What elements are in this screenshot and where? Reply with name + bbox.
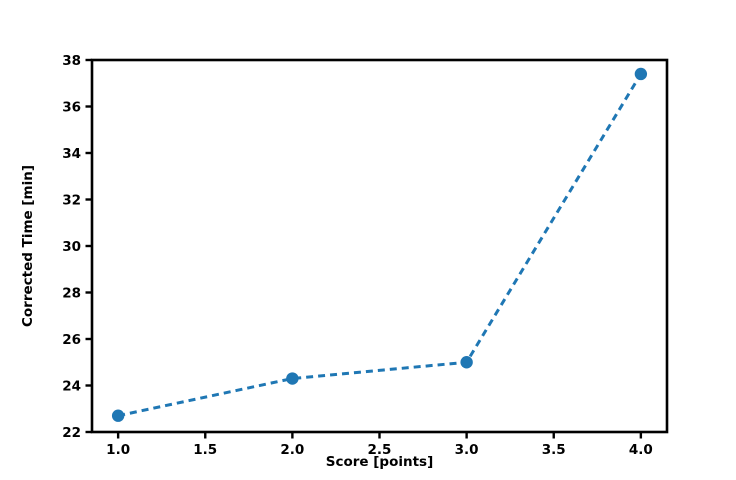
plot-area-background — [92, 60, 667, 432]
data-point-marker — [111, 409, 125, 422]
y-axis-ticks: 22 24 26 28 30 32 34 36 38 — [62, 53, 92, 441]
y-axis-label: Corrected Time [min] — [20, 165, 36, 327]
data-series-group — [111, 67, 648, 422]
data-point-marker — [286, 372, 299, 385]
x-tick-label: 3.5 — [542, 442, 566, 458]
data-point-marker — [634, 67, 648, 81]
x-tick-label: 4.0 — [629, 442, 653, 458]
x-tick-label: 2.0 — [280, 442, 304, 458]
x-axis-ticks: 1.0 1.5 2.0 2.5 3.0 3.5 4.0 — [106, 432, 653, 458]
x-tick-label: 1.0 — [106, 442, 130, 458]
y-tick-label: 32 — [62, 193, 81, 209]
y-tick-label: 28 — [62, 286, 81, 302]
y-tick-label: 34 — [62, 146, 81, 162]
y-tick-label: 22 — [62, 425, 81, 441]
series-line — [117, 73, 643, 418]
y-tick-label: 24 — [62, 379, 81, 395]
x-axis-label: Score [points] — [326, 454, 434, 470]
y-tick-label: 30 — [62, 239, 81, 255]
y-tick-label: 36 — [62, 100, 81, 116]
data-point-marker — [460, 356, 473, 369]
x-tick-label: 3.0 — [455, 442, 479, 458]
y-tick-label: 26 — [62, 332, 81, 348]
y-tick-label: 38 — [62, 53, 81, 69]
x-tick-label: 2.5 — [368, 442, 392, 458]
x-tick-label: 1.5 — [193, 442, 217, 458]
